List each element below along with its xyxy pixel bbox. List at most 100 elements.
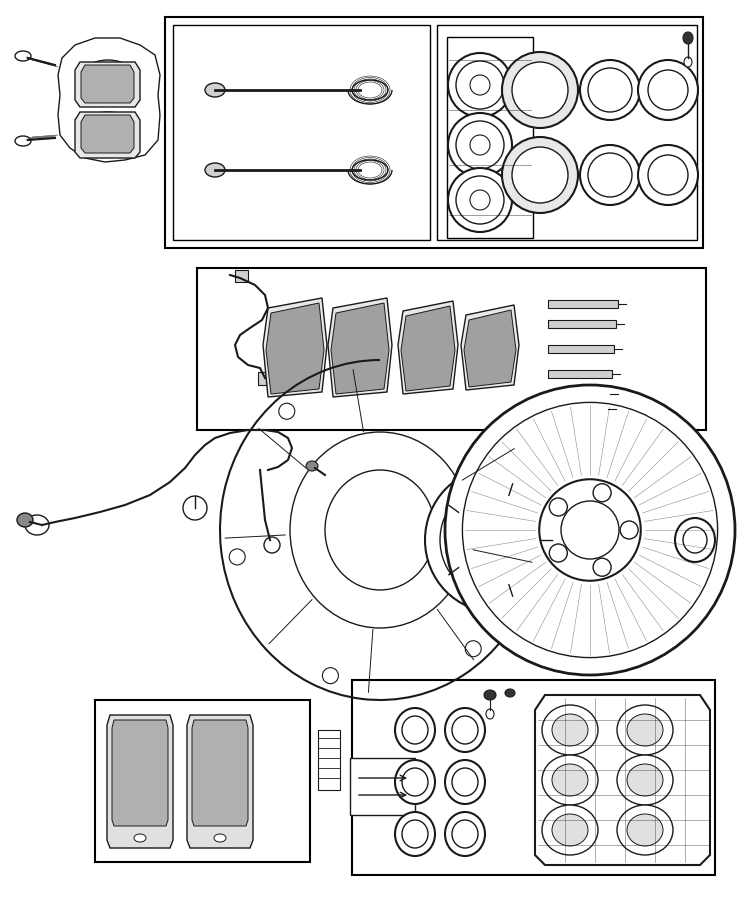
Ellipse shape [542,755,598,805]
Ellipse shape [588,153,632,197]
Ellipse shape [627,764,663,796]
Ellipse shape [440,483,550,597]
Polygon shape [58,38,160,162]
Ellipse shape [205,163,225,177]
Ellipse shape [229,549,245,565]
Ellipse shape [617,705,673,755]
Ellipse shape [580,145,640,205]
Ellipse shape [648,155,688,195]
Ellipse shape [456,121,504,169]
Ellipse shape [473,517,517,563]
Bar [173,25,430,240]
Ellipse shape [452,716,478,744]
Polygon shape [81,65,134,103]
Ellipse shape [684,57,692,67]
Ellipse shape [453,562,465,573]
Bar [548,320,616,328]
Ellipse shape [683,527,707,553]
Ellipse shape [617,805,673,855]
Bar [165,17,703,248]
Ellipse shape [402,768,428,796]
Ellipse shape [462,402,717,658]
Ellipse shape [460,503,530,577]
Bar [447,37,533,238]
Ellipse shape [552,814,588,846]
Ellipse shape [322,668,339,684]
Bar [548,300,618,308]
Ellipse shape [445,812,485,856]
Ellipse shape [395,708,435,752]
Ellipse shape [502,137,578,213]
Ellipse shape [456,61,504,109]
Bar [437,25,697,240]
Ellipse shape [425,468,565,612]
Ellipse shape [395,812,435,856]
Ellipse shape [325,470,435,590]
Polygon shape [535,695,710,865]
Bar [548,390,610,398]
Polygon shape [81,115,134,153]
Bar [548,345,614,353]
Ellipse shape [402,820,428,848]
Polygon shape [266,303,324,394]
Ellipse shape [279,403,295,419]
Polygon shape [263,298,327,397]
Polygon shape [107,715,173,848]
Ellipse shape [448,53,512,117]
Ellipse shape [638,145,698,205]
Ellipse shape [470,135,490,155]
Ellipse shape [549,544,568,562]
Ellipse shape [453,507,465,518]
Ellipse shape [448,168,512,232]
Ellipse shape [465,641,481,657]
Bar [548,370,612,378]
Ellipse shape [580,60,640,120]
Ellipse shape [470,75,490,95]
Ellipse shape [481,526,509,554]
Ellipse shape [452,768,478,796]
Ellipse shape [80,60,136,96]
Ellipse shape [561,501,619,559]
Ellipse shape [25,515,49,535]
Ellipse shape [617,755,673,805]
Ellipse shape [445,708,485,752]
Ellipse shape [352,160,388,180]
Ellipse shape [542,805,598,855]
Ellipse shape [588,68,632,112]
Polygon shape [331,303,389,394]
Polygon shape [75,112,140,158]
Polygon shape [461,305,519,390]
Bar [548,405,608,413]
Ellipse shape [648,70,688,110]
Bar [352,680,715,875]
Ellipse shape [502,52,578,128]
Ellipse shape [503,490,515,501]
Ellipse shape [456,176,504,224]
Ellipse shape [134,834,146,842]
Polygon shape [75,62,140,107]
Ellipse shape [17,513,33,527]
Polygon shape [464,310,516,387]
Ellipse shape [445,385,735,675]
Ellipse shape [445,760,485,804]
Bar [258,372,272,385]
Ellipse shape [470,190,490,210]
Ellipse shape [512,147,568,203]
Polygon shape [112,720,168,826]
Ellipse shape [486,709,494,719]
Bar [318,730,340,790]
Ellipse shape [683,32,693,44]
Ellipse shape [205,83,225,97]
Ellipse shape [620,521,638,539]
Ellipse shape [402,716,428,744]
Bar [350,758,415,815]
Ellipse shape [534,534,546,546]
Ellipse shape [15,51,31,61]
Ellipse shape [15,136,31,146]
Bar [95,700,310,862]
Ellipse shape [593,558,611,576]
Ellipse shape [638,60,698,120]
Ellipse shape [512,62,568,118]
Ellipse shape [515,495,531,511]
Ellipse shape [593,484,611,502]
